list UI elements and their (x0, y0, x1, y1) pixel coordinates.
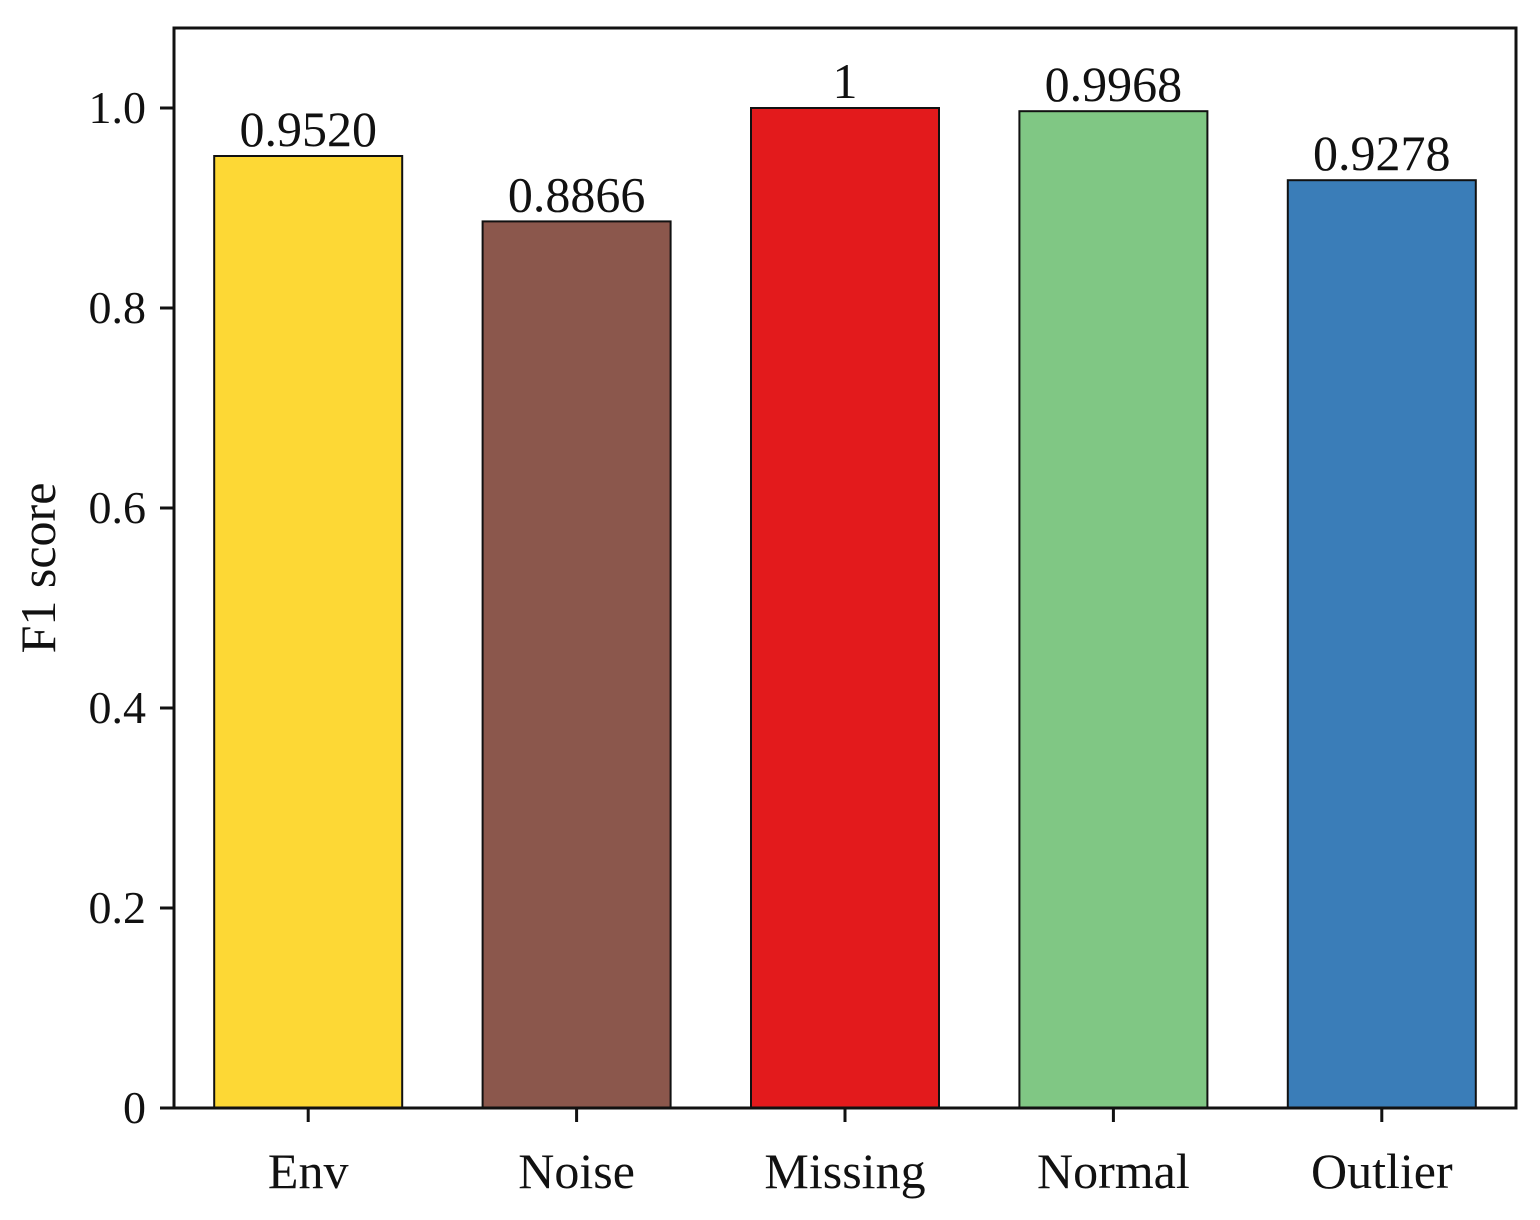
data-labels-layer: 0.9520 0.8866 1 0.9968 0.9278 (239, 53, 1450, 222)
data-label-env: 0.9520 (239, 101, 377, 157)
y-tick-label-5: 1.0 (89, 82, 147, 133)
x-tick-label-missing: Missing (764, 1143, 925, 1199)
data-label-noise: 0.8866 (508, 166, 646, 222)
y-axis-label: F1 score (10, 483, 66, 654)
data-label-normal: 0.9968 (1045, 56, 1183, 112)
y-tick-label-2: 0.4 (89, 682, 147, 733)
y-tick-label-3: 0.6 (89, 482, 147, 533)
x-tick-label-noise: Noise (518, 1143, 635, 1199)
y-axis-ticks: 0 0.2 0.4 0.6 0.8 1.0 (89, 82, 174, 1133)
bars-layer (213, 107, 1477, 1109)
y-tick-label-4: 0.8 (89, 282, 147, 333)
bar-missing (750, 107, 940, 1109)
y-tick-label-0: 0 (123, 1082, 146, 1133)
y-tick-label-1: 0.2 (89, 882, 147, 933)
data-label-missing: 1 (833, 53, 858, 109)
x-tick-label-outlier: Outlier (1311, 1143, 1453, 1199)
x-tick-label-normal: Normal (1037, 1143, 1190, 1199)
data-label-outlier: 0.9278 (1313, 125, 1451, 181)
bar-noise (481, 220, 672, 1109)
bar-outlier (1286, 179, 1477, 1109)
bar-env (213, 155, 404, 1109)
bar-normal (1018, 110, 1209, 1109)
x-tick-label-env: Env (268, 1143, 349, 1199)
x-axis-ticks: Env Noise Missing Normal Outlier (268, 1108, 1453, 1199)
